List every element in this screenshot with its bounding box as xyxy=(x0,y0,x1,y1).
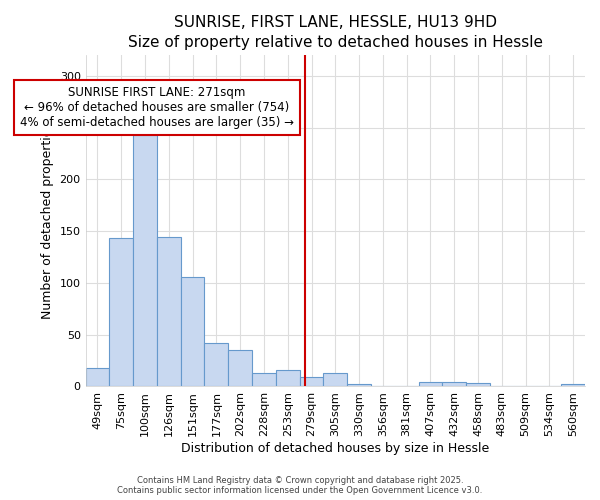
Text: SUNRISE FIRST LANE: 271sqm
← 96% of detached houses are smaller (754)
4% of semi: SUNRISE FIRST LANE: 271sqm ← 96% of deta… xyxy=(20,86,294,129)
Bar xyxy=(323,373,347,386)
Bar xyxy=(157,238,181,386)
Bar xyxy=(442,382,466,386)
Bar xyxy=(228,350,252,387)
Bar xyxy=(347,384,371,386)
Bar xyxy=(205,343,228,386)
Bar xyxy=(109,238,133,386)
Bar xyxy=(252,373,276,386)
Bar xyxy=(86,368,109,386)
Bar xyxy=(299,377,323,386)
Bar xyxy=(181,276,205,386)
Bar xyxy=(466,384,490,386)
Bar xyxy=(419,382,442,386)
Bar xyxy=(133,135,157,386)
Text: Contains HM Land Registry data © Crown copyright and database right 2025.
Contai: Contains HM Land Registry data © Crown c… xyxy=(118,476,482,495)
X-axis label: Distribution of detached houses by size in Hessle: Distribution of detached houses by size … xyxy=(181,442,490,455)
Bar xyxy=(561,384,585,386)
Title: SUNRISE, FIRST LANE, HESSLE, HU13 9HD
Size of property relative to detached hous: SUNRISE, FIRST LANE, HESSLE, HU13 9HD Si… xyxy=(128,15,543,50)
Bar xyxy=(276,370,299,386)
Y-axis label: Number of detached properties: Number of detached properties xyxy=(41,122,54,320)
